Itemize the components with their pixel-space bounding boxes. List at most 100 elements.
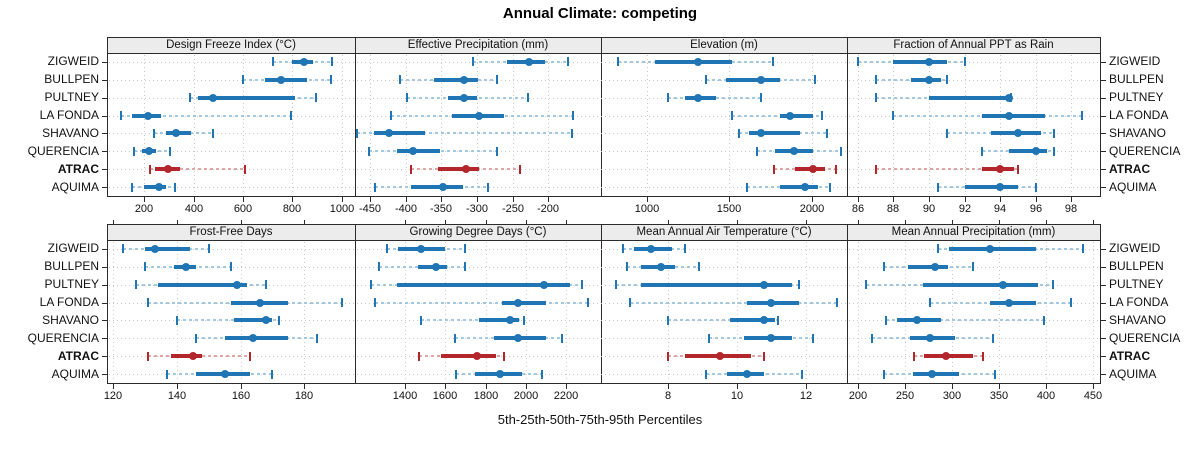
x-tick-top: [1093, 220, 1094, 224]
whisker-cap: [1034, 182, 1037, 192]
grid-h: [109, 80, 1098, 81]
whisker-cap: [1081, 111, 1084, 121]
whisker-cap: [572, 111, 575, 121]
site-label-left: PULTNEY: [44, 90, 99, 105]
x-tick: [952, 384, 953, 389]
median-dot: [926, 334, 935, 343]
x-tick-label: 250: [895, 390, 915, 402]
x-tick-label: 1000: [329, 203, 355, 215]
x-tick: [1093, 384, 1094, 389]
y-tick: [102, 267, 107, 268]
whisker-cap: [119, 111, 122, 121]
y-tick: [1101, 98, 1106, 99]
chart-title: Annual Climate: competing: [502, 5, 698, 22]
median-dot: [756, 129, 765, 138]
site-label-left: QUERENCIA: [27, 330, 99, 345]
median-dot: [928, 370, 937, 379]
whisker-cap: [390, 111, 393, 121]
x-tick: [370, 197, 371, 202]
whisker-cap: [885, 315, 888, 325]
whisker-cap: [188, 93, 191, 103]
whisker-cap: [341, 298, 344, 308]
percentile-whisker: [150, 168, 246, 171]
whisker-cap: [746, 182, 749, 192]
whisker-cap: [277, 315, 280, 325]
x-tick: [406, 197, 407, 202]
grid-v: [194, 55, 195, 195]
x-tick-top: [858, 220, 859, 224]
whisker-cap: [207, 244, 210, 254]
whisker-cap: [1017, 164, 1020, 174]
median-dot: [1005, 298, 1014, 307]
y-tick: [1101, 187, 1106, 188]
whisker-cap: [464, 262, 467, 272]
whisker-cap: [1052, 128, 1055, 138]
whisker-cap: [152, 128, 155, 138]
percentile-whisker: [875, 168, 1019, 171]
iqr-bar: [780, 185, 819, 190]
x-tick-label: 400: [1036, 390, 1056, 402]
y-tick: [1101, 267, 1106, 268]
whisker-cap: [971, 262, 974, 272]
x-tick-top: [405, 220, 406, 224]
grid-v: [548, 55, 549, 195]
grid-v: [526, 242, 527, 382]
whisker-cap: [244, 164, 247, 174]
x-tick: [1000, 197, 1001, 202]
median-dot: [999, 280, 1008, 289]
x-tick: [858, 384, 859, 389]
site-label-right: BULLPEN: [1109, 259, 1164, 274]
x-tick: [737, 384, 738, 389]
site-label-right: QUERENCIA: [1109, 330, 1181, 345]
grid-v: [405, 242, 406, 382]
median-dot: [277, 75, 286, 84]
panel-strip-title: Effective Precipitation (mm): [407, 39, 549, 51]
whisker-cap: [518, 164, 521, 174]
median-dot: [693, 57, 702, 66]
x-tick: [1036, 197, 1037, 202]
site-label-right: AQUIMA: [1109, 366, 1157, 381]
x-tick-label: 98: [1064, 203, 1078, 215]
x-tick: [477, 197, 478, 202]
site-label-left: AQUIMA: [51, 366, 99, 381]
grid-h: [109, 62, 1098, 63]
whisker-cap: [230, 262, 232, 272]
whisker-cap: [825, 128, 828, 138]
site-label-left: LA FONDA: [39, 295, 99, 310]
median-dot: [438, 183, 447, 192]
whisker-cap: [121, 244, 124, 254]
median-dot: [385, 129, 394, 138]
x-tick: [177, 384, 178, 389]
whisker-cap: [820, 111, 823, 121]
site-label-right: ATRAC: [1109, 348, 1151, 363]
y-tick: [1101, 356, 1106, 357]
y-tick: [102, 356, 107, 357]
x-tick-top: [737, 220, 738, 224]
whisker-cap: [586, 298, 589, 308]
median-dot: [417, 244, 426, 253]
whisker-cap: [772, 164, 775, 174]
grid-v: [243, 55, 244, 195]
y-tick: [102, 285, 107, 286]
grid-v: [729, 55, 730, 195]
whisker-cap: [290, 111, 293, 121]
site-label-left: BULLPEN: [44, 259, 99, 274]
iqr-bar: [170, 354, 203, 359]
x-tick-label: 96: [1029, 203, 1043, 215]
x-tick: [304, 384, 305, 389]
percentile-whisker: [886, 319, 1044, 322]
y-tick: [1101, 133, 1106, 134]
whisker-cap: [730, 111, 733, 121]
x-tick: [194, 197, 195, 202]
grid-v: [737, 242, 738, 382]
x-tick-top: [1046, 220, 1047, 224]
x-tick: [405, 384, 406, 389]
whisker-cap: [994, 369, 997, 379]
x-tick-top: [952, 220, 953, 224]
iqr-bar: [373, 131, 425, 136]
median-dot: [462, 165, 471, 174]
median-dot: [1031, 147, 1040, 156]
x-tick: [858, 197, 859, 202]
median-dot: [693, 93, 702, 102]
whisker-cap: [759, 93, 762, 103]
